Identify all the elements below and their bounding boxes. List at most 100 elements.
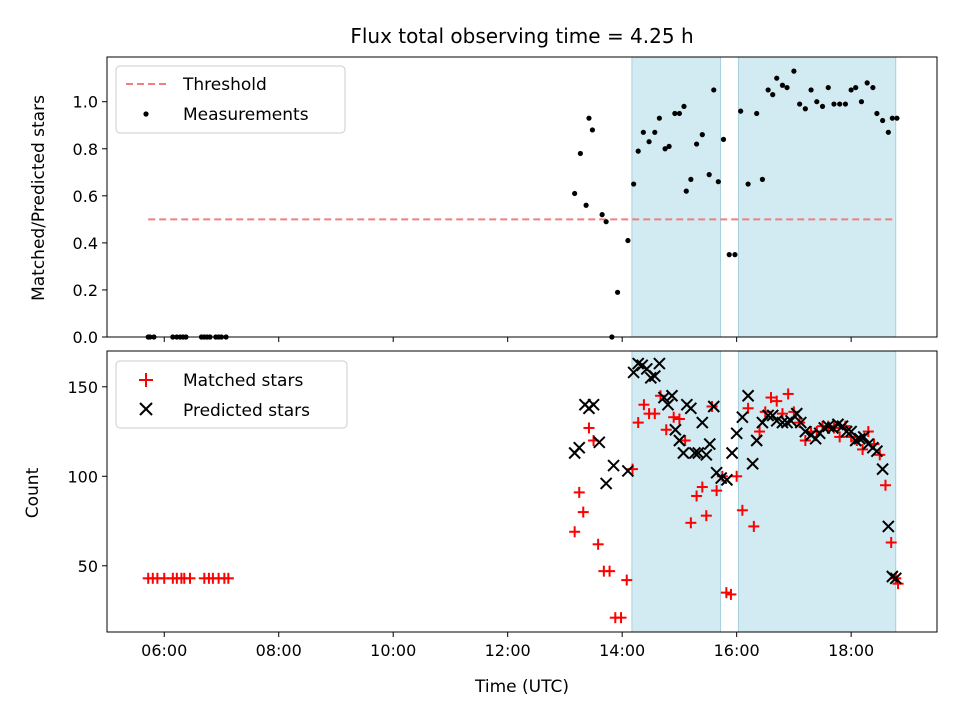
- predicted-star-point-b: [644, 371, 658, 385]
- predicted-star-point-b: [607, 459, 620, 472]
- predicted-star-point-b: [853, 432, 866, 445]
- matched-star-point: [615, 612, 627, 624]
- measurement-point: [586, 115, 592, 121]
- predicted-star-point: [870, 445, 884, 458]
- matched-star-point: [655, 390, 667, 402]
- predicted-star-point: [607, 459, 620, 472]
- predicted-star-point-b: [889, 572, 902, 585]
- observing-windows: [631, 350, 897, 633]
- matched-star-point: [577, 506, 589, 518]
- predicted-star-point: [761, 409, 775, 422]
- y-tick-label: 0.0: [73, 328, 98, 347]
- predicted-star-point-b: [648, 369, 662, 383]
- predicted-star-point-b: [593, 436, 606, 449]
- predicted-star-point: [720, 473, 734, 487]
- predicted-star-points: [568, 357, 902, 585]
- predicted-star-point-b: [741, 389, 755, 402]
- measurement-point: [577, 150, 583, 157]
- predicted-star-point-b: [857, 430, 870, 444]
- measurement-point: [676, 110, 683, 117]
- count-legend-box: [115, 360, 348, 429]
- ratio-y-label: Matched/Predicted stars: [29, 95, 49, 301]
- count-y-ticks: 50 100 150: [67, 378, 107, 576]
- predicted-star-point: [673, 434, 686, 447]
- predicted-star-point-b: [700, 448, 713, 462]
- predicted-star-point: [750, 434, 763, 447]
- observing-windows: [631, 56, 897, 338]
- matched-star-point: [700, 510, 712, 522]
- measurement-point: [779, 82, 786, 88]
- measurement-point: [814, 99, 820, 105]
- y-tick-label: 1.0: [73, 93, 98, 112]
- matched-star-point: [782, 388, 794, 400]
- predicted-star-point: [756, 416, 769, 429]
- matched-star-point: [668, 411, 680, 423]
- measurement-point: [770, 92, 776, 98]
- predicted-star-point: [707, 400, 720, 413]
- matched-star-point: [673, 413, 685, 425]
- matched-star-point: [604, 565, 616, 577]
- measurement-point: [745, 181, 751, 187]
- predicted-star-point-b: [661, 398, 675, 411]
- observing-window-1: [631, 56, 722, 338]
- predicted-star-point-b: [714, 471, 728, 485]
- x-tick-label: 10:00: [370, 641, 416, 660]
- predicted-star-point-b: [746, 457, 759, 470]
- predicted-star-point: [746, 457, 759, 470]
- measurement-point: [720, 136, 727, 142]
- predicted-star-point-b: [799, 425, 812, 438]
- predicted-star-point-b: [761, 409, 775, 422]
- measurement-point: [732, 252, 738, 258]
- count-plot-frame: [106, 350, 938, 633]
- predicted-star-point: [621, 464, 635, 478]
- predicted-star-point: [882, 520, 895, 533]
- predicted-star-point-b: [621, 464, 635, 478]
- count-legend: Matched stars Predicted stars: [115, 360, 348, 429]
- measurements-legend-label: Measurements: [183, 105, 309, 125]
- predicted-star-point-b: [703, 437, 716, 451]
- predicted-star-point-b: [822, 419, 835, 433]
- predicted-star-point: [644, 371, 658, 385]
- predicted-star-point: [853, 432, 866, 445]
- predicted-star-point: [669, 423, 682, 436]
- measurement-point: [672, 110, 678, 117]
- matched-star-point: [573, 486, 585, 498]
- x-tick-label: 08:00: [256, 641, 302, 660]
- predicted-star-point: [741, 389, 755, 402]
- predicted-star-point: [700, 448, 713, 462]
- measurement-point: [819, 103, 826, 110]
- predicted-star-point: [573, 441, 586, 454]
- predicted-star-point: [599, 477, 613, 490]
- measurement-point: [797, 101, 803, 107]
- predicted-star-point: [684, 402, 698, 415]
- count-panel: 50 100 150 06:00 08:00 10:00 12:00 14:00 16:00 1…: [23, 350, 938, 697]
- ratio-plot-frame: [106, 56, 938, 338]
- predicted-star-point: [627, 366, 640, 379]
- measurement-point: [656, 115, 662, 121]
- predicted-star-point: [799, 425, 812, 438]
- measurement-point: [635, 148, 641, 154]
- matched-star-point: [736, 504, 748, 516]
- matched-star-point: [583, 422, 595, 434]
- matched-star-point: [592, 538, 604, 550]
- measurement-point: [715, 179, 721, 185]
- predicted-star-point-b: [886, 570, 899, 583]
- y-tick-label: 0.8: [73, 140, 98, 159]
- predicted-legend-label: Predicted stars: [183, 401, 310, 421]
- x-axis-label: Time (UTC): [474, 677, 569, 697]
- predicted-star-point: [780, 416, 794, 429]
- measurements-legend-swatch: [143, 111, 149, 117]
- x-tick-label: 18:00: [828, 641, 874, 660]
- y-tick-label: 0.6: [73, 187, 98, 206]
- measurement-point: [688, 176, 694, 182]
- predicted-star-point: [593, 436, 606, 449]
- predicted-star-point: [876, 462, 889, 476]
- x-tick-label: 14:00: [599, 641, 645, 660]
- measurement-point: [885, 129, 891, 135]
- predicted-star-point-b: [599, 477, 613, 490]
- predicted-star-point-b: [688, 446, 702, 460]
- measurement-point: [808, 87, 814, 93]
- matched-star-point: [569, 526, 581, 538]
- measurement-point: [572, 190, 578, 197]
- predicted-star-point: [648, 369, 662, 383]
